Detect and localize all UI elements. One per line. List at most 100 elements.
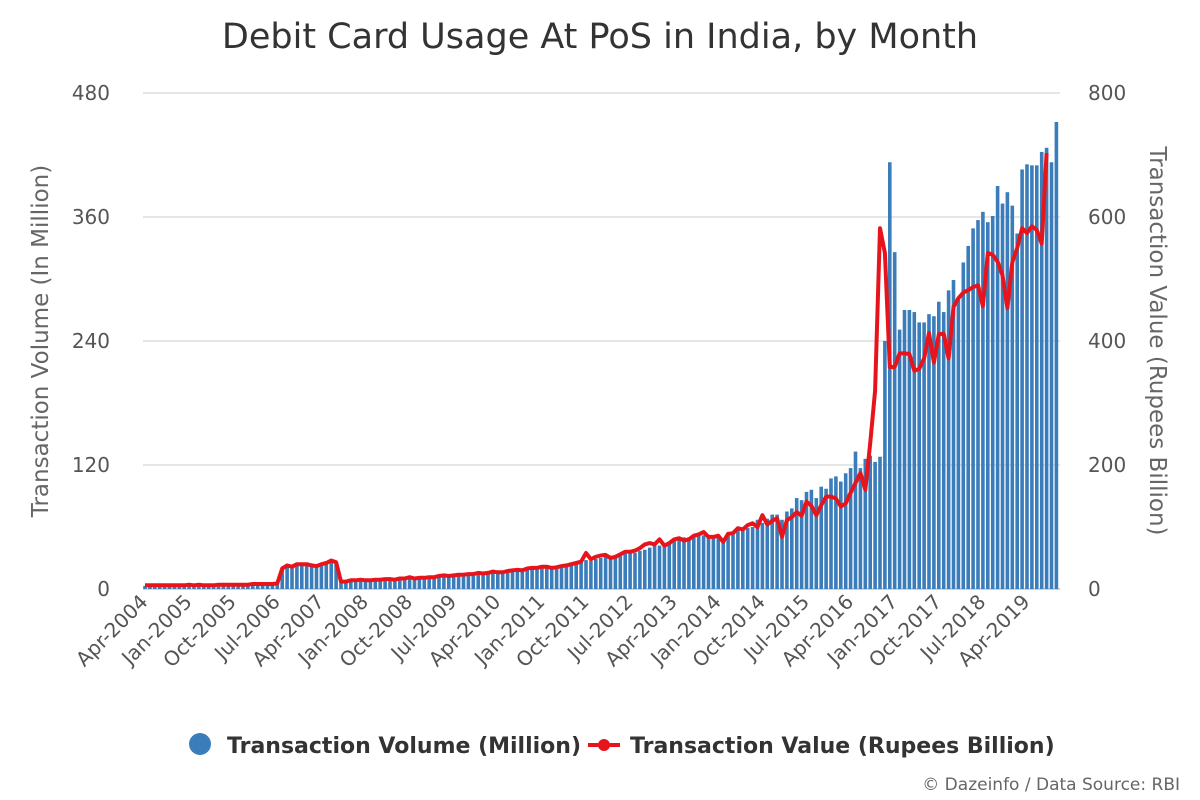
volume-bar (1005, 192, 1010, 589)
volume-bar (618, 554, 623, 589)
volume-bar (491, 571, 495, 589)
volume-bar (329, 561, 333, 589)
legend-item-volume[interactable]: Transaction Volume (Million) (189, 733, 581, 759)
volume-bar (1035, 165, 1039, 590)
volume-bar (819, 486, 823, 589)
volume-bar (687, 537, 691, 589)
left-tick-label: 120 (72, 453, 110, 477)
volume-bar (260, 583, 265, 589)
volume-bar (721, 538, 725, 589)
volume-bar (231, 584, 235, 589)
left-tick-label: 240 (72, 329, 110, 353)
volume-bar (143, 585, 147, 589)
volume-bar (584, 560, 588, 589)
volume-bar (471, 573, 476, 589)
volume-bar (197, 584, 201, 589)
volume-bar (682, 537, 686, 589)
volume-bar (148, 585, 152, 589)
volume-bar (206, 585, 211, 589)
volume-bar (760, 522, 765, 589)
volume-bar (995, 186, 1000, 589)
volume-bar (157, 585, 162, 589)
right-tick-label: 0 (1088, 577, 1101, 601)
volume-bar (1049, 162, 1054, 589)
volume-bar (716, 535, 721, 589)
volume-bar (466, 573, 471, 589)
volume-bar (677, 540, 681, 589)
value-line (145, 152, 1049, 588)
volume-bars (143, 121, 1059, 590)
volume-bar (643, 549, 647, 589)
volume-bar (378, 578, 382, 589)
volume-bar (603, 556, 608, 589)
volume-bar (153, 585, 157, 589)
volume-bar (358, 579, 363, 589)
volume-bar (657, 545, 662, 589)
volume-bar (187, 584, 191, 589)
volume-bar (902, 310, 907, 589)
volume-bar (1054, 121, 1059, 589)
credit: © Dazeinfo / Data Source: RBI (922, 775, 1180, 795)
volume-bar (755, 519, 760, 589)
volume-bar (545, 566, 549, 589)
volume-bar (883, 341, 887, 589)
volume-bar (736, 530, 740, 589)
volume-bar (878, 456, 882, 589)
volume-bar (1039, 151, 1044, 589)
volume-bar (456, 574, 461, 589)
volume-bar (334, 562, 338, 589)
volume-bar (853, 451, 858, 589)
volume-bar (569, 563, 574, 589)
volume-bar (427, 576, 431, 589)
volume-bar (986, 222, 990, 589)
volume-bar (741, 530, 745, 589)
volume-bar (422, 576, 427, 589)
volume-bar (402, 577, 407, 589)
volume-bar (437, 575, 441, 589)
volume-bar (961, 262, 966, 589)
volume-bar (976, 220, 980, 589)
volume-bar (951, 280, 956, 589)
volume-bar (265, 583, 270, 589)
volume-bar (202, 585, 206, 589)
volume-bar (1010, 205, 1015, 589)
volume-bar (393, 578, 397, 589)
volume-bar (692, 535, 696, 589)
volume-bar (770, 514, 774, 589)
volume-bar (888, 162, 892, 589)
volume-bar (927, 314, 931, 589)
volume-bar (608, 558, 613, 589)
volume-bar (172, 585, 177, 589)
volume-bar (417, 576, 422, 589)
volume-bar (971, 228, 975, 589)
volume-bar (353, 579, 358, 589)
volume-bar (412, 577, 417, 589)
volume-bar (848, 468, 853, 589)
volume-bar (824, 488, 828, 589)
left-tick-label: 360 (72, 205, 110, 229)
legend-item-value[interactable]: Transaction Value (Rupees Billion) (588, 734, 1055, 759)
volume-bar (407, 576, 412, 589)
volume-bar (442, 575, 446, 589)
volume-bar (211, 585, 216, 589)
volume-bar (780, 519, 784, 589)
volume-bar (834, 476, 838, 589)
volume-bar (750, 527, 755, 589)
volume-bar (667, 541, 672, 589)
volume-bar (275, 582, 280, 589)
volume-bar (344, 580, 348, 589)
volume-bar (1020, 169, 1024, 589)
volume-bar (912, 312, 917, 589)
volume-bar (270, 583, 275, 589)
volume-bar (937, 301, 941, 589)
volume-bar (447, 575, 451, 589)
volume-bar (589, 561, 593, 589)
volume-bar (221, 584, 226, 589)
volume-bar (892, 252, 897, 589)
volume-bar (481, 572, 485, 589)
volume-bar (701, 535, 706, 589)
volume-bar (922, 322, 926, 589)
volume-bar (510, 569, 515, 589)
volume-bar (594, 559, 598, 589)
